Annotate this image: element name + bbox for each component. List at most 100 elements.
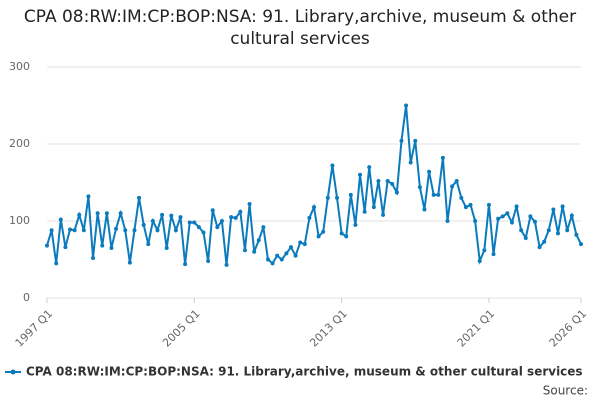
point <box>219 219 224 223</box>
point <box>81 228 86 233</box>
point <box>431 192 436 197</box>
point <box>569 213 574 218</box>
point <box>146 242 151 247</box>
point <box>54 261 59 266</box>
point <box>127 260 132 265</box>
point <box>344 234 349 239</box>
point <box>293 253 298 258</box>
point <box>339 231 344 236</box>
point <box>496 216 501 221</box>
point <box>551 207 556 212</box>
point <box>514 204 519 209</box>
point <box>579 242 583 247</box>
point <box>169 213 174 218</box>
point <box>210 208 215 213</box>
point <box>123 228 128 233</box>
point <box>381 212 386 217</box>
point <box>519 228 524 233</box>
point <box>362 209 367 214</box>
point <box>173 228 178 233</box>
point <box>371 205 376 210</box>
point <box>445 219 450 223</box>
x-tick-label: 2026 Q1 <box>547 307 590 350</box>
point <box>284 251 289 256</box>
point <box>367 165 372 170</box>
point <box>302 242 307 247</box>
point <box>353 222 358 227</box>
point <box>196 225 201 230</box>
point <box>358 172 363 177</box>
point <box>261 225 266 230</box>
point <box>523 235 528 240</box>
point <box>91 255 96 260</box>
point <box>137 195 142 200</box>
point <box>574 232 579 237</box>
point <box>100 243 105 248</box>
point <box>491 252 496 257</box>
point <box>150 219 155 223</box>
point <box>224 262 229 267</box>
point <box>279 257 284 262</box>
point <box>542 239 547 244</box>
point <box>376 178 381 183</box>
point <box>104 211 109 216</box>
x-tick-label: 2005 Q1 <box>160 307 203 350</box>
point <box>45 243 49 248</box>
y-tick-label: 100 <box>9 214 30 227</box>
point <box>114 226 119 231</box>
y-tick-label: 0 <box>23 291 30 304</box>
point <box>555 231 560 236</box>
point <box>215 225 220 230</box>
point <box>86 194 91 199</box>
point <box>155 228 160 233</box>
chart-title: CPA 08:RW:IM:CP:BOP:NSA: 91. Library,arc… <box>23 7 577 49</box>
point <box>537 245 542 250</box>
point <box>348 192 353 197</box>
point <box>229 215 234 220</box>
point <box>242 248 247 253</box>
point <box>192 220 197 225</box>
point <box>482 248 487 253</box>
point <box>335 195 340 200</box>
point <box>58 217 63 222</box>
point <box>477 259 482 264</box>
point <box>404 103 409 108</box>
point <box>532 219 537 224</box>
point <box>509 220 514 225</box>
point <box>307 215 312 220</box>
point <box>399 138 404 143</box>
point <box>528 214 533 219</box>
legend-marker <box>10 369 16 375</box>
point <box>454 178 459 183</box>
point <box>201 230 206 235</box>
point <box>109 245 114 250</box>
point <box>325 195 330 200</box>
point <box>132 228 137 233</box>
point <box>118 211 123 216</box>
x-tick-label: 2013 Q1 <box>307 307 350 350</box>
y-tick-label: 200 <box>9 137 30 150</box>
point <box>330 163 335 168</box>
point <box>505 211 510 216</box>
point <box>450 184 455 189</box>
point <box>270 261 275 266</box>
point <box>95 211 100 216</box>
point <box>408 160 413 165</box>
point <box>298 240 303 245</box>
point <box>77 212 82 217</box>
point <box>316 234 321 239</box>
point <box>252 249 257 254</box>
point <box>312 205 316 210</box>
point <box>72 228 77 233</box>
point <box>238 209 243 214</box>
point <box>265 257 270 262</box>
point <box>463 205 468 210</box>
point <box>473 219 478 223</box>
x-tick-label: 2021 Q1 <box>455 307 498 350</box>
point <box>183 262 188 267</box>
point <box>247 202 252 207</box>
point <box>394 190 399 195</box>
y-tick-label: 300 <box>9 60 30 73</box>
point <box>440 155 445 160</box>
